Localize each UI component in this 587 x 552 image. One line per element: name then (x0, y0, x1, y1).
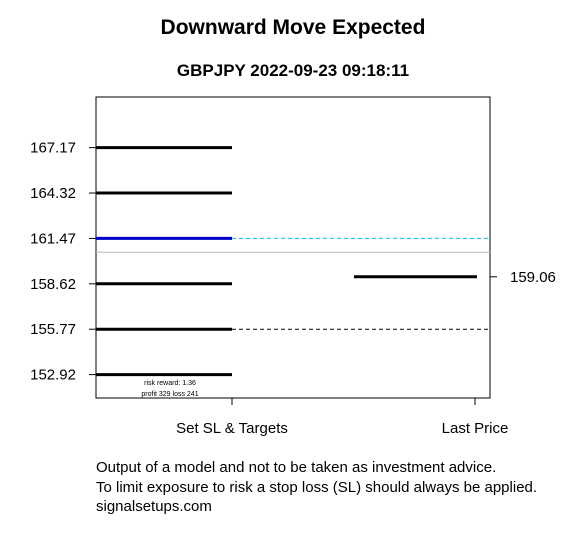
reference-lines (96, 237, 490, 330)
disclaimer-line: Output of a model and not to be taken as… (96, 459, 496, 476)
y-tick-label-155-77: 155.77 (30, 321, 76, 338)
chart-title: Downward Move Expected (161, 16, 426, 39)
x-tick-label-set-sl-targets: Set SL & Targets (176, 420, 288, 437)
y-tick-label-158-62: 158.62 (30, 276, 76, 293)
plot-area-frame (95, 96, 491, 399)
stop-loss-note: To limit exposure to risk a stop loss (S… (96, 479, 537, 496)
chart-subtitle: GBPJPY 2022-09-23 09:18:11 (177, 61, 409, 80)
y-axis: 167.17 164.32 161.47 158.62 155.77 152.92 (30, 140, 96, 384)
y-tick-label-167-17: 167.17 (30, 140, 76, 157)
risk-reward-annotation: risk reward: 1.36 (144, 380, 196, 387)
level-lines (96, 146, 232, 377)
last-price-group: 159.06 (354, 269, 556, 286)
website-credit: signalsetups.com (96, 498, 212, 515)
y-tick-label-152-92: 152.92 (30, 367, 76, 384)
x-tick-label-last-price: Last Price (442, 420, 509, 437)
profit-loss-annotation: profit 329 loss 241 (141, 391, 198, 398)
x-axis: Set SL & Targets Last Price (176, 398, 508, 437)
last-price-label: 159.06 (510, 269, 556, 286)
y-tick-label-164-32: 164.32 (30, 185, 76, 202)
y-tick-label-161-47: 161.47 (30, 230, 76, 247)
